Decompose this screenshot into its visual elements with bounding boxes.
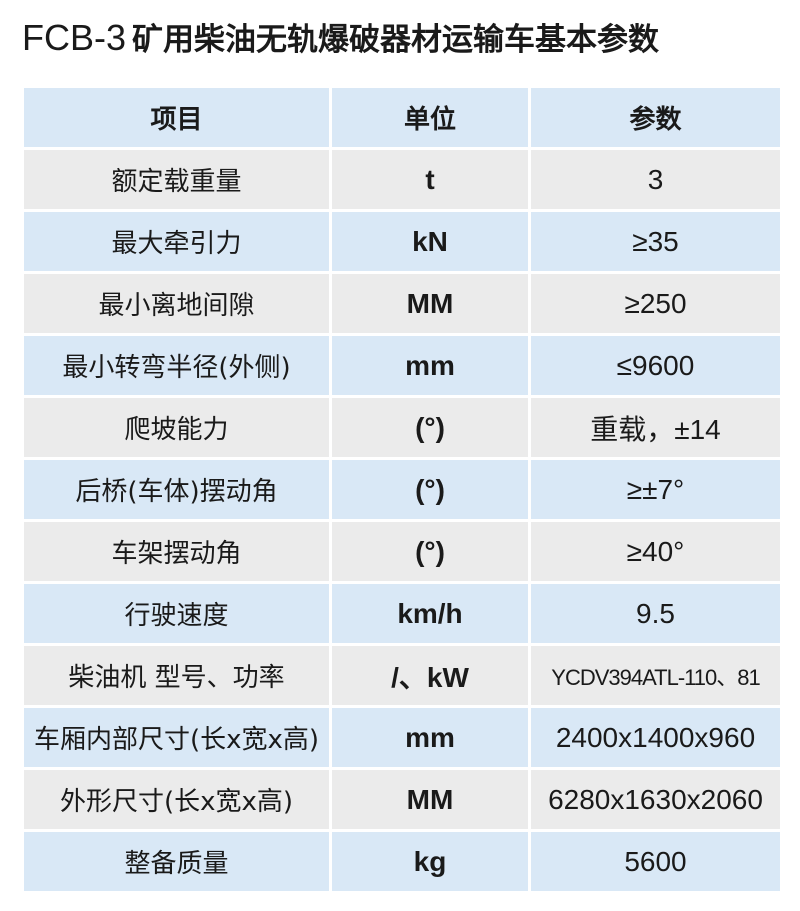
cell-unit: km/h <box>332 584 528 643</box>
cell-value: 2400x1400x960 <box>531 708 780 767</box>
cell-value: ≥40° <box>531 522 780 581</box>
table-row: 外形尺寸(长x宽x高) MM 6280x1630x2060 <box>24 770 780 829</box>
cell-item: 最大牵引力 <box>24 212 329 271</box>
table-row: 最小离地间隙 MM ≥250 <box>24 274 780 333</box>
parameters-table: 项目 单位 参数 额定载重量 t 3 最大牵引力 kN ≥35 最小离地间隙 MM ≥250 最小… <box>24 88 780 894</box>
table-header-row: 项目 单位 参数 <box>24 88 780 147</box>
table-row: 爬坡能力 (°) 重载，±14 <box>24 398 780 457</box>
header-item: 项目 <box>24 88 329 147</box>
cell-value: 6280x1630x2060 <box>531 770 780 829</box>
cell-item: 外形尺寸(长x宽x高) <box>24 770 329 829</box>
cell-value: 9.5 <box>531 584 780 643</box>
cell-unit: (°) <box>332 522 528 581</box>
cell-item: 额定载重量 <box>24 150 329 209</box>
table-row: 后桥(车体)摆动角 (°) ≥±7° <box>24 460 780 519</box>
header-unit: 单位 <box>332 88 528 147</box>
cell-value: ≥250 <box>531 274 780 333</box>
cell-unit: MM <box>332 770 528 829</box>
title-model: FCB-3 <box>22 17 127 58</box>
cell-unit: kg <box>332 832 528 891</box>
cell-item: 车厢内部尺寸(长x宽x高) <box>24 708 329 767</box>
table-row: 柴油机 型号、功率/、kW YCDV394ATL-110、81 <box>24 646 780 705</box>
cell-value: 3 <box>531 150 780 209</box>
cell-unit: t <box>332 150 528 209</box>
cell-unit: MM <box>332 274 528 333</box>
table-row: 最小转弯半径(外侧) mm ≤9600 <box>24 336 780 395</box>
cell-item: 后桥(车体)摆动角 <box>24 460 329 519</box>
cell-item: 车架摆动角 <box>24 522 329 581</box>
cell-item: 整备质量 <box>24 832 329 891</box>
cell-value: ≥35 <box>531 212 780 271</box>
page-title: FCB-3 矿用柴油无轨爆破器材运输车基本参数 <box>22 14 659 59</box>
header-value: 参数 <box>531 88 780 147</box>
cell-item: 爬坡能力 <box>24 398 329 457</box>
table-row: 车架摆动角 (°) ≥40° <box>24 522 780 581</box>
table-row: 车厢内部尺寸(长x宽x高) mm 2400x1400x960 <box>24 708 780 767</box>
cell-unit: mm <box>332 708 528 767</box>
table-row: 最大牵引力 kN ≥35 <box>24 212 780 271</box>
cell-unit: (°) <box>332 460 528 519</box>
cell-unit: /、kW <box>332 646 528 705</box>
table-row: 额定载重量 t 3 <box>24 150 780 209</box>
cell-value: YCDV394ATL-110、81 <box>531 646 780 705</box>
cell-item: 柴油机 型号、功率 <box>24 646 329 705</box>
cell-unit: kN <box>332 212 528 271</box>
cell-item: 最小转弯半径(外侧) <box>24 336 329 395</box>
cell-value: 重载，±14 <box>531 398 780 457</box>
cell-unit: (°) <box>332 398 528 457</box>
cell-unit: mm <box>332 336 528 395</box>
title-text: 矿用柴油无轨爆破器材运输车基本参数 <box>132 22 660 58</box>
cell-item: 行驶速度 <box>24 584 329 643</box>
cell-value: ≤9600 <box>531 336 780 395</box>
cell-item: 最小离地间隙 <box>24 274 329 333</box>
table-row: 行驶速度 km/h 9.5 <box>24 584 780 643</box>
cell-value: 5600 <box>531 832 780 891</box>
table-row: 整备质量 kg 5600 <box>24 832 780 891</box>
cell-value: ≥±7° <box>531 460 780 519</box>
